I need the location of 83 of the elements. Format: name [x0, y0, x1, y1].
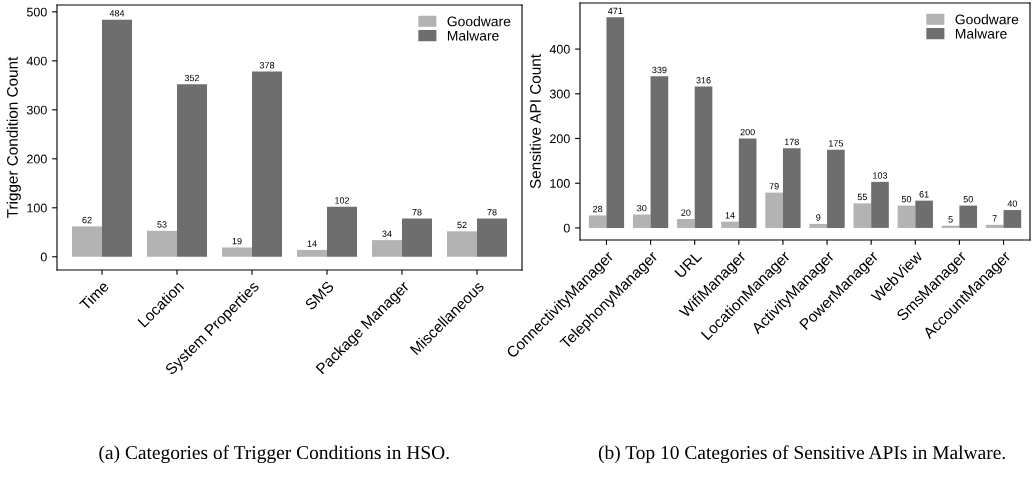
- data-label: 40: [1007, 200, 1018, 207]
- bar: [477, 218, 507, 257]
- data-label: 14: [307, 240, 317, 247]
- bar: [147, 230, 177, 257]
- y-tick-label: 400: [549, 44, 570, 54]
- data-label: 102: [335, 197, 350, 204]
- data-label: 316: [696, 77, 711, 84]
- bar: [650, 76, 669, 228]
- bar: [588, 215, 607, 228]
- bar: [297, 249, 327, 257]
- data-label: 28: [593, 205, 603, 213]
- data-label: 19: [232, 237, 242, 245]
- y-tick-label: 200: [550, 134, 570, 144]
- text: (a) Categories of Trigger Conditions in HSO.: [99, 445, 449, 464]
- data-label: 5: [948, 216, 953, 223]
- bar: [853, 203, 872, 228]
- data-label: 78: [412, 209, 422, 216]
- y-tick-label: 300: [26, 105, 47, 115]
- y-axis-title: Sensitive API Count: [529, 54, 541, 189]
- bar: [985, 224, 1004, 228]
- bar: [327, 206, 357, 257]
- data-label: 20: [681, 209, 691, 216]
- bar: [765, 192, 783, 228]
- bar: [897, 205, 916, 228]
- bar: [721, 221, 739, 228]
- data-label: 52: [457, 221, 467, 229]
- data-label: 34: [382, 230, 392, 237]
- bar: [871, 181, 889, 228]
- bar: [72, 226, 102, 257]
- bar: [782, 148, 801, 228]
- legend-label: Malware: [447, 30, 499, 41]
- data-label: 62: [82, 216, 92, 224]
- y-tick-label: 400: [26, 56, 47, 66]
- y-tick-label: 100: [27, 203, 47, 213]
- data-label: 9: [816, 214, 821, 221]
- data-label: 50: [901, 196, 912, 203]
- y-tick-label: 200: [27, 154, 47, 164]
- legend-label: Goodware: [955, 14, 1019, 25]
- data-label: 53: [157, 221, 167, 228]
- bar: [606, 17, 625, 228]
- x-tick-label: Time: [78, 280, 110, 312]
- data-label: 61: [919, 191, 929, 198]
- bar: [827, 149, 845, 228]
- data-label: 14: [725, 212, 735, 219]
- text: (b) Top 10 Categories of Sensitive APIs in Malware.: [598, 445, 1005, 464]
- data-label: 79: [769, 183, 779, 190]
- bar: [809, 223, 828, 228]
- data-label: 471: [607, 7, 623, 15]
- bar: [677, 218, 695, 228]
- y-tick-label: 300: [549, 89, 570, 99]
- bar: [252, 71, 282, 257]
- bar: [915, 200, 933, 228]
- data-label: 352: [184, 74, 200, 82]
- bar: [959, 205, 978, 228]
- bar: [177, 84, 207, 257]
- bar: [402, 218, 432, 257]
- bar: [102, 19, 132, 257]
- bar: [1003, 210, 1022, 228]
- y-tick-label: 0: [40, 252, 47, 262]
- data-label: 178: [784, 138, 799, 146]
- data-label: 200: [740, 128, 755, 136]
- data-label: 103: [873, 172, 888, 179]
- data-label: 30: [637, 204, 647, 212]
- y-axis-title: Trigger Condition Count: [6, 56, 21, 218]
- y-tick-label: 500: [26, 7, 47, 17]
- data-label: 339: [652, 66, 667, 74]
- data-label: 175: [829, 140, 844, 147]
- bar: [372, 240, 402, 257]
- data-label: 484: [109, 10, 125, 17]
- bar: [222, 247, 252, 257]
- data-label: 378: [259, 62, 275, 69]
- bar: [694, 86, 713, 228]
- bar: [447, 231, 477, 257]
- legend-label: Malware: [955, 28, 1007, 39]
- data-label: 50: [963, 196, 973, 203]
- y-tick-label: 100: [550, 179, 570, 188]
- data-label: 7: [992, 215, 997, 222]
- legend-label: Goodware: [447, 16, 511, 27]
- bar: [738, 138, 757, 228]
- y-tick-label: 0: [563, 223, 570, 233]
- bar: [632, 214, 651, 228]
- data-label: 78: [487, 209, 497, 216]
- data-label: 55: [857, 193, 867, 201]
